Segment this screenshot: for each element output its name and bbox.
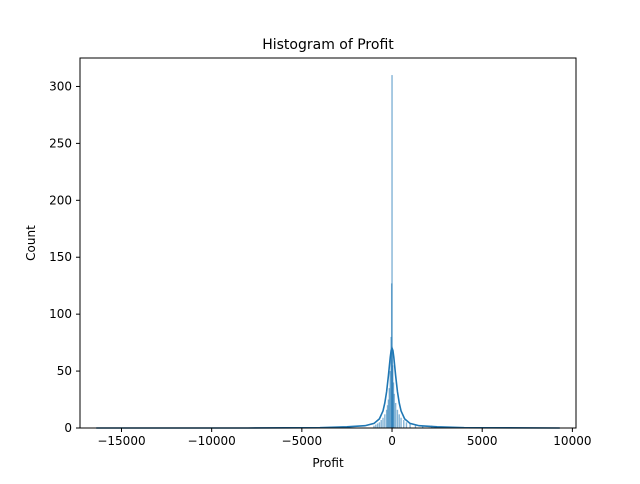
y-tick-label: 250: [49, 136, 72, 150]
histogram-bar: [376, 423, 379, 428]
histogram-bar: [394, 402, 397, 428]
histogram-bar: [393, 393, 395, 428]
x-tick-label: −15000: [97, 434, 145, 448]
histogram-bar: [388, 388, 391, 428]
x-tick-label: 0: [388, 434, 396, 448]
histogram-bar: [409, 423, 411, 428]
histogram-bar: [380, 420, 382, 428]
y-axis-label: Count: [24, 225, 38, 261]
y-tick-label: 0: [64, 421, 72, 435]
histogram-bar: [382, 417, 384, 428]
x-axis-label: Profit: [312, 456, 344, 470]
y-tick-label: 300: [49, 79, 72, 93]
y-tick-label: 150: [49, 250, 72, 264]
histogram-bar: [400, 417, 402, 428]
histogram-bar: [373, 425, 375, 428]
histogram-bar: [414, 424, 417, 428]
histogram-bar: [398, 414, 400, 428]
x-axis-ticks: −15000 −10000 −5000 0 5000 10000: [97, 428, 591, 448]
x-tick-label: 5000: [467, 434, 498, 448]
y-tick-label: 50: [57, 364, 72, 378]
histogram-bar: [385, 409, 388, 428]
histogram-bar: [421, 425, 424, 428]
histogram-bar: [387, 399, 390, 428]
histogram-bar: [391, 75, 393, 428]
histogram-bar: [392, 382, 395, 428]
histogram-bar: [389, 371, 391, 428]
histogram-bar: [403, 420, 405, 428]
histogram-bar: [392, 365, 394, 428]
y-tick-label: 200: [49, 193, 72, 207]
histogram-bar: [375, 424, 377, 428]
kde-line: [96, 346, 560, 429]
histogram-bar: [396, 409, 399, 428]
histogram-bar: [386, 405, 389, 428]
y-axis-ticks: 0 50 100 150 200 250 300: [49, 79, 80, 435]
x-tick-label: −5000: [282, 434, 323, 448]
chart-title: Histogram of Profit: [262, 37, 394, 53]
plot-frame: [79, 57, 577, 429]
histogram-bar: [405, 422, 408, 428]
kde-layer: [96, 346, 560, 429]
histogram-bar: [378, 422, 381, 428]
x-tick-label: 10000: [553, 434, 591, 448]
x-tick-label: −10000: [188, 434, 236, 448]
bars-layer: [373, 75, 444, 428]
histogram-bar: [384, 414, 386, 428]
y-tick-label: 100: [49, 307, 72, 321]
